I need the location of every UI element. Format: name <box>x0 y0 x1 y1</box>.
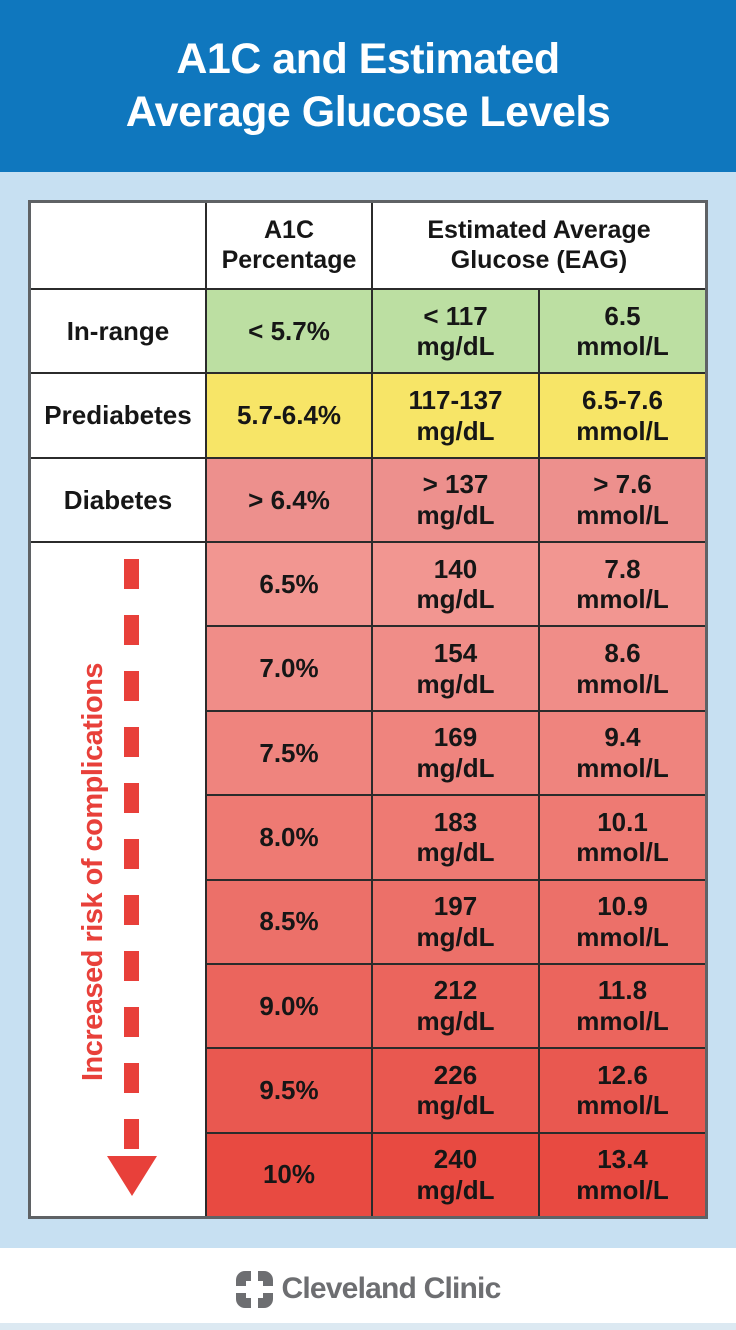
row-label-prediabetes: Prediabetes <box>31 374 205 457</box>
cleveland-clinic-logo-text: Cleveland Clinic <box>281 1272 502 1305</box>
mgdl-cell: 212 mg/dL <box>373 964 538 1048</box>
a1c-cell: 8.5% <box>207 880 371 963</box>
risk-annotation-cell: Increased risk of complications <box>31 543 205 1216</box>
a1c-cell: > 6.4% <box>207 458 371 542</box>
a1c-cell: 9.0% <box>207 964 371 1048</box>
a1c-cell: 7.5% <box>207 711 371 795</box>
mmol-cell: 6.5-7.6 mmol/L <box>540 374 705 457</box>
a1c-cell: < 5.7% <box>207 290 371 373</box>
mmol-cell: 13.4 mmol/L <box>540 1133 705 1216</box>
page-title-line1: A1C and Estimated <box>176 34 560 83</box>
logo-gap-vertical <box>250 1268 258 1310</box>
a1c-cell: 5.7-6.4% <box>207 374 371 457</box>
page-title-line2: Average Glucose Levels <box>125 88 611 136</box>
a1c-cell: 10% <box>207 1133 371 1216</box>
mmol-cell: 12.6 mmol/L <box>540 1049 705 1132</box>
a1c-cell: 9.5% <box>207 1049 371 1132</box>
mmol-cell: > 7.6 mmol/L <box>540 458 705 542</box>
arrow-head <box>106 1156 157 1196</box>
mmol-cell: 9.4 mmol/L <box>540 711 705 795</box>
cleveland-clinic-logo-icon <box>233 1268 275 1310</box>
row-label-diabetes: Diabetes <box>31 458 205 542</box>
mgdl-cell: 154 mg/dL <box>373 627 538 710</box>
footer: Cleveland Clinic <box>0 1248 736 1330</box>
down-arrow-icon <box>106 559 157 1198</box>
mgdl-cell: 226 mg/dL <box>373 1049 538 1132</box>
mgdl-cell: < 117 mg/dL <box>373 290 538 373</box>
bottom-edge-strip <box>0 1323 736 1330</box>
a1c-glucose-table: A1C Percentage Estimated Average Glucose… <box>28 200 708 1219</box>
risk-annotation-label: Increased risk of complications <box>76 663 109 1082</box>
mmol-cell: 11.8 mmol/L <box>540 964 705 1048</box>
mgdl-cell: 140 mg/dL <box>373 543 538 626</box>
table-corner-cell <box>31 203 205 288</box>
mgdl-cell: 240 mg/dL <box>373 1133 538 1216</box>
mmol-cell: 6.5 mmol/L <box>540 290 705 373</box>
mgdl-cell: 169 mg/dL <box>373 711 538 795</box>
mmol-cell: 10.1 mmol/L <box>540 796 705 879</box>
a1c-cell: 6.5% <box>207 543 371 626</box>
mgdl-cell: 117-137 mg/dL <box>373 374 538 457</box>
content-area: A1C Percentage Estimated Average Glucose… <box>0 172 736 1248</box>
mgdl-cell: 183 mg/dL <box>373 796 538 879</box>
arrow-dashed-line <box>124 559 139 1154</box>
row-label-in-range: In-range <box>31 290 205 373</box>
mmol-cell: 8.6 mmol/L <box>540 627 705 710</box>
column-header-a1c: A1C Percentage <box>207 203 371 288</box>
mgdl-cell: 197 mg/dL <box>373 880 538 963</box>
a1c-cell: 8.0% <box>207 796 371 879</box>
mmol-cell: 7.8 mmol/L <box>540 543 705 626</box>
mmol-cell: 10.9 mmol/L <box>540 880 705 963</box>
banner: A1C and Estimated Average Glucose Levels <box>0 0 736 172</box>
a1c-cell: 7.0% <box>207 627 371 710</box>
mgdl-cell: > 137 mg/dL <box>373 458 538 542</box>
column-header-eag: Estimated Average Glucose (EAG) <box>373 203 705 288</box>
